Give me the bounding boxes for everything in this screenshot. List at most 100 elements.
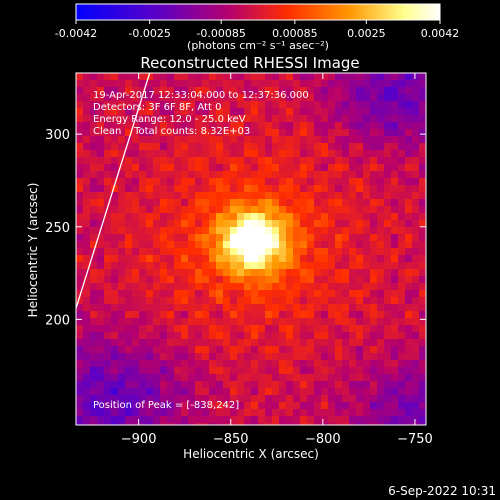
heatmap-cell [146,192,153,199]
heatmap-cell [132,241,139,248]
heatmap-cell [125,262,132,269]
heatmap-cell [195,402,202,409]
heatmap-cell [132,276,139,283]
heatmap-cell [258,402,265,409]
heatmap-cell [398,353,405,360]
heatmap-cell [118,395,125,402]
heatmap-cell [244,311,251,318]
heatmap-cell [300,157,307,164]
heatmap-cell [174,157,181,164]
heatmap-cell [412,206,419,213]
heatmap-cell [181,353,188,360]
heatmap-cell [377,101,384,108]
heatmap-cell [405,304,412,311]
heatmap-cell [272,227,279,234]
heatmap-cell [300,332,307,339]
heatmap-cell [244,115,251,122]
heatmap-cell [307,220,314,227]
heatmap-cell [83,297,90,304]
heatmap-cell [202,220,209,227]
heatmap-cell [132,297,139,304]
heatmap-cell [153,136,160,143]
heatmap-cell [97,199,104,206]
heatmap-cell [111,241,118,248]
heatmap-cell [223,262,230,269]
heatmap-cell [216,318,223,325]
heatmap-cell [384,87,391,94]
heatmap-cell [181,269,188,276]
heatmap-cell [258,234,265,241]
heatmap-cell [97,241,104,248]
heatmap-cell [412,297,419,304]
heatmap-cell [202,339,209,346]
heatmap-cell [363,360,370,367]
heatmap-cell [328,395,335,402]
heatmap-cell [111,199,118,206]
heatmap-cell [279,108,286,115]
heatmap-cell [83,262,90,269]
heatmap-cell [265,262,272,269]
heatmap-cell [195,115,202,122]
heatmap-cell [118,374,125,381]
heatmap-cell [139,395,146,402]
heatmap-cell [405,143,412,150]
heatmap-cell [405,164,412,171]
heatmap-cell [321,115,328,122]
heatmap-cell [97,332,104,339]
heatmap-cell [76,423,83,425]
heatmap-cell [90,276,97,283]
heatmap-cell [265,311,272,318]
heatmap-cell [342,395,349,402]
heatmap-cell [370,227,377,234]
heatmap-cell [76,402,83,409]
heatmap-cell [391,73,398,80]
heatmap-cell [265,318,272,325]
heatmap-cell [265,171,272,178]
heatmap-cell [251,136,258,143]
heatmap-cell [209,108,216,115]
heatmap-cell [111,304,118,311]
heatmap-cell [279,206,286,213]
heatmap-cell [90,346,97,353]
heatmap-cell [146,402,153,409]
heatmap-cell [391,94,398,101]
heatmap-cell [335,101,342,108]
heatmap-cell [384,108,391,115]
heatmap-cell [118,325,125,332]
heatmap-cell [209,325,216,332]
heatmap-cell [174,346,181,353]
heatmap-cell [377,353,384,360]
heatmap-cell [111,388,118,395]
heatmap-cell [328,220,335,227]
heatmap-cell [76,129,83,136]
heatmap-cell [181,143,188,150]
heatmap-cell [321,199,328,206]
heatmap-cell [132,157,139,164]
heatmap-cell [174,297,181,304]
heatmap-cell [223,192,230,199]
heatmap-cell [188,311,195,318]
heatmap-cell [76,262,83,269]
heatmap-cell [97,269,104,276]
heatmap-cell [314,395,321,402]
heatmap-cell [125,192,132,199]
heatmap-cell [83,290,90,297]
heatmap-cell [188,262,195,269]
heatmap-cell [391,388,398,395]
heatmap-cell [216,297,223,304]
heatmap-cell [391,178,398,185]
heatmap-cell [328,276,335,283]
heatmap-cell [391,269,398,276]
heatmap-cell [293,332,300,339]
heatmap-cell [349,220,356,227]
heatmap-cell [405,346,412,353]
heatmap-cell [251,129,258,136]
heatmap-cell [181,395,188,402]
heatmap-cell [181,234,188,241]
heatmap-cell [384,353,391,360]
heatmap-cell [97,262,104,269]
heatmap-cell [223,248,230,255]
heatmap-cell [125,409,132,416]
heatmap-cell [83,416,90,423]
heatmap-cell [111,115,118,122]
